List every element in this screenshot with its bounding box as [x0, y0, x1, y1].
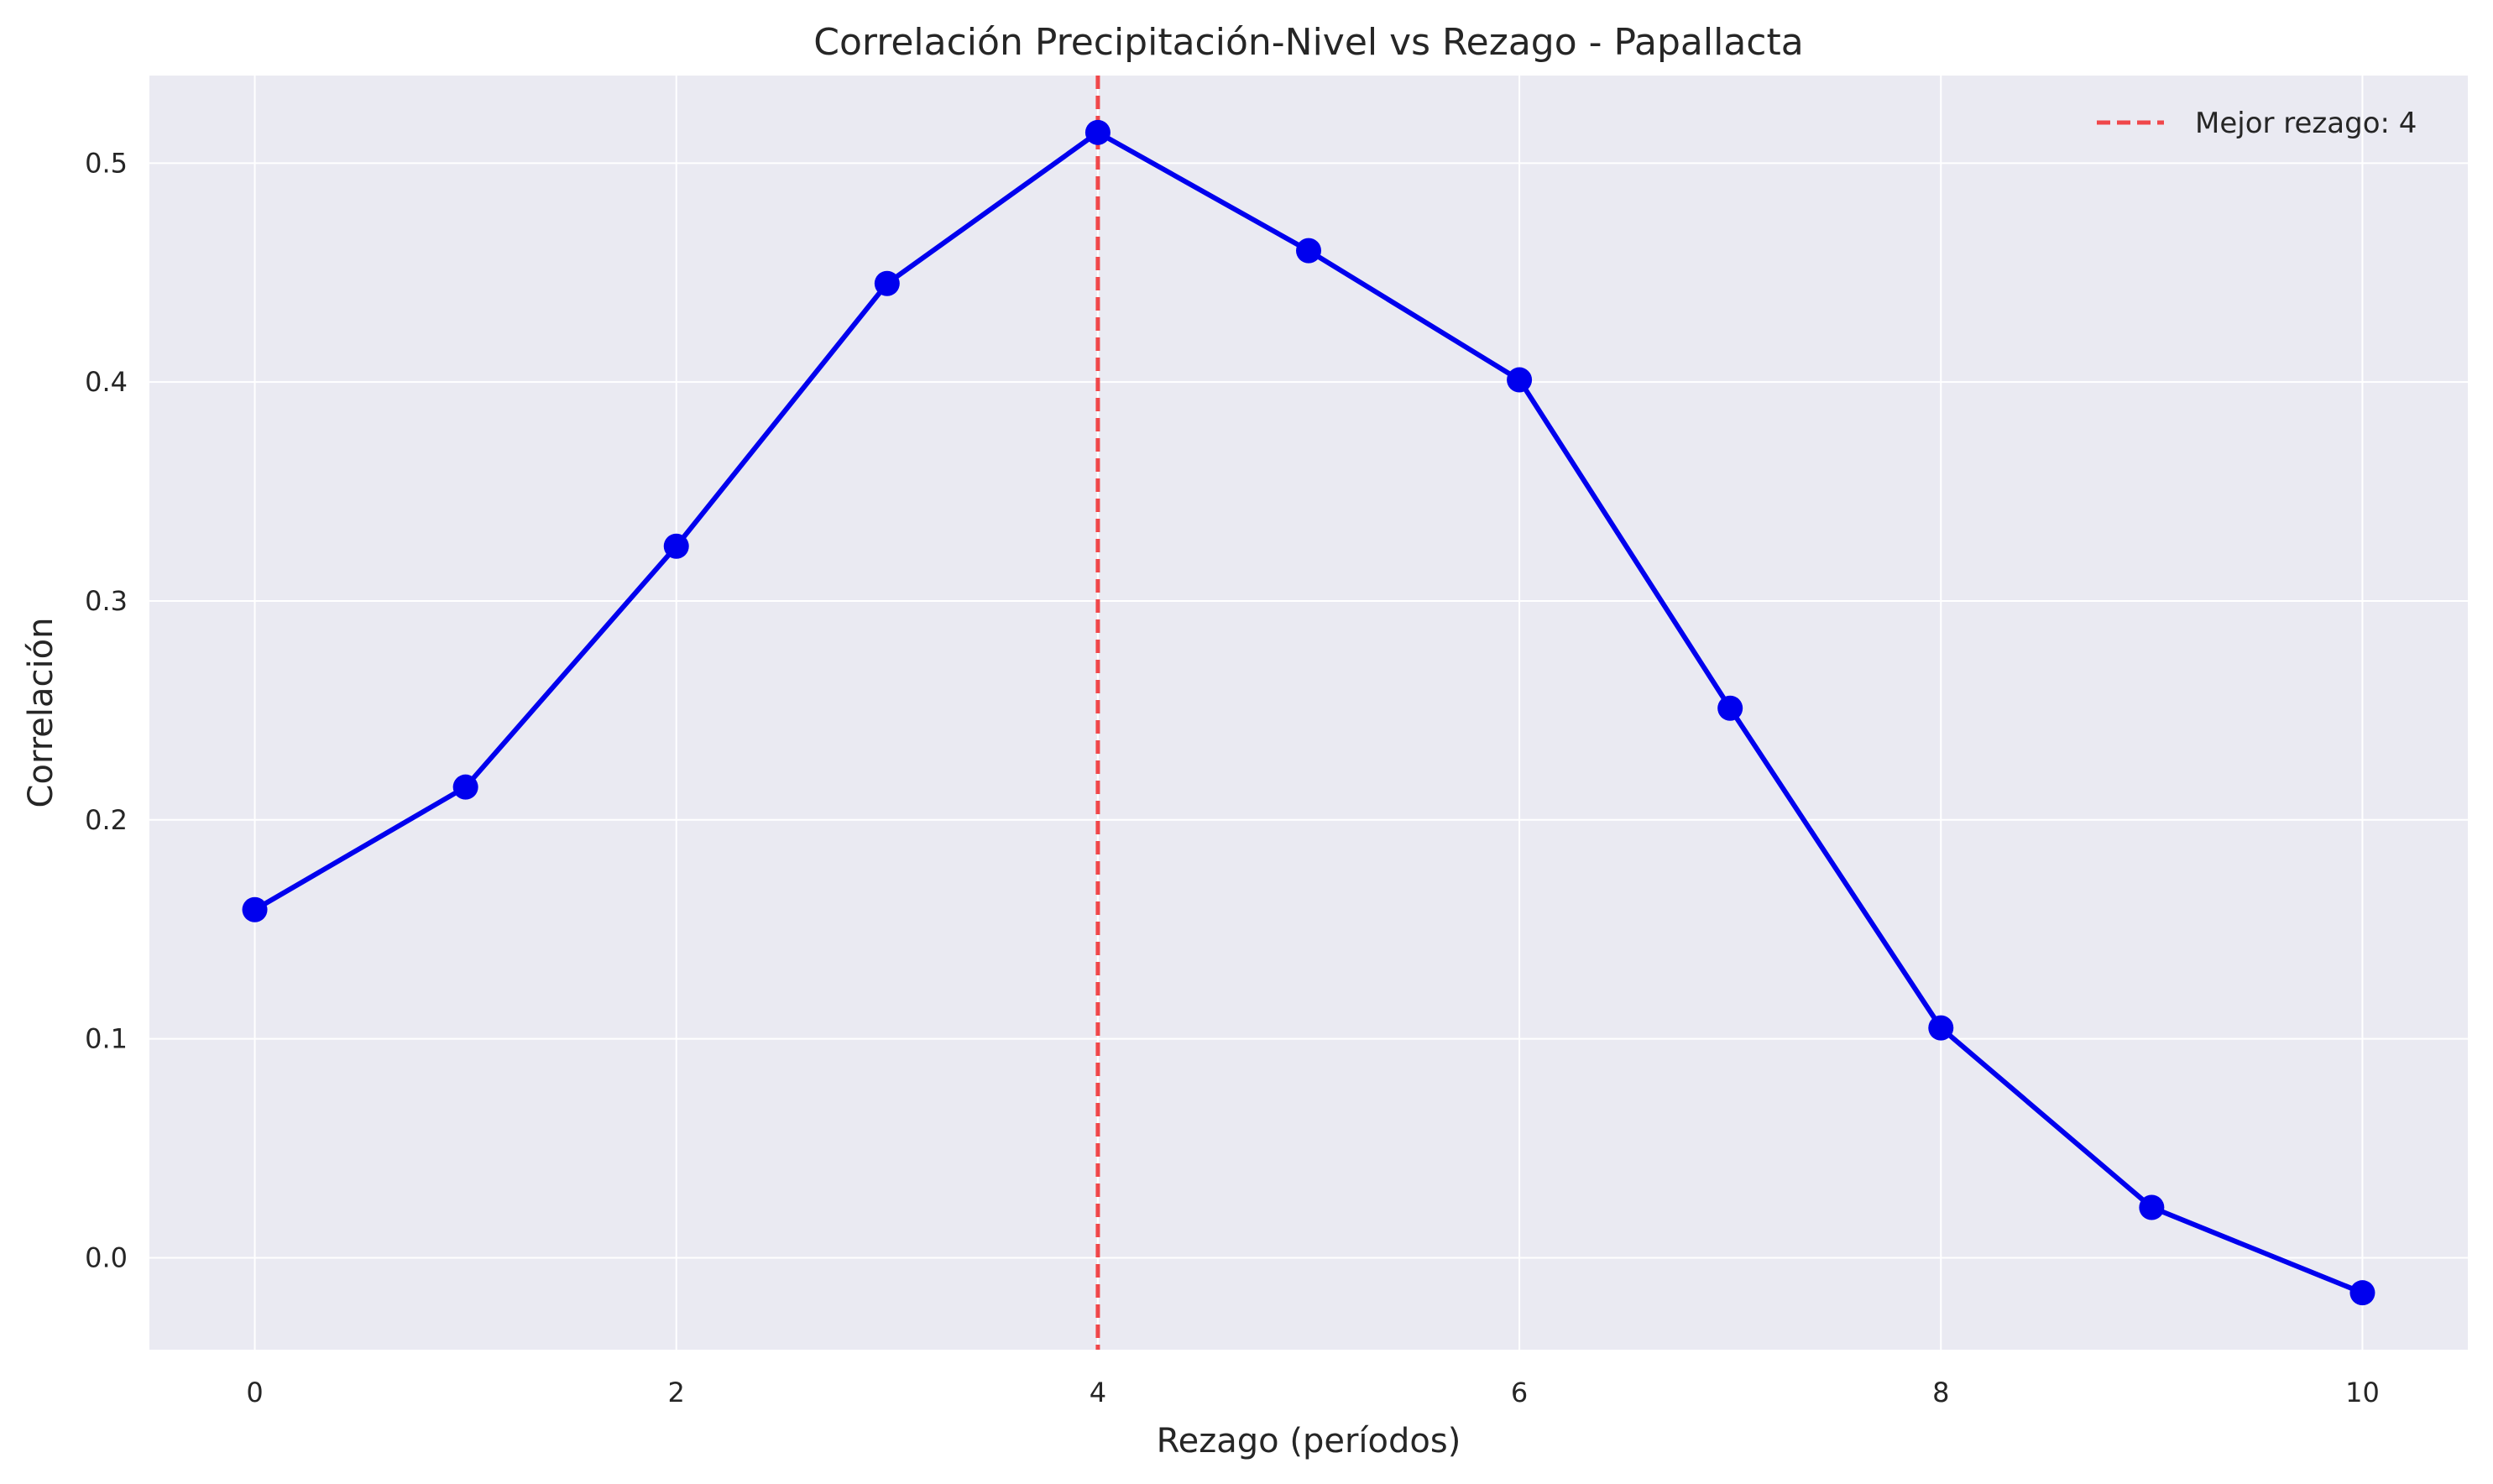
data-point-0 — [242, 896, 268, 922]
x-tick-label: 2 — [668, 1377, 685, 1408]
legend: Mejor rezago: 4 — [2097, 107, 2417, 140]
x-tick-label: 4 — [1090, 1377, 1106, 1408]
y-axis-label: Correlación — [22, 618, 60, 808]
chart-title: Correlación Precipitación-Nivel vs Rezag… — [813, 21, 1803, 64]
x-tick-label: 6 — [1511, 1377, 1528, 1408]
x-tick-label: 0 — [246, 1377, 263, 1408]
data-point-9 — [2139, 1194, 2165, 1220]
x-axis-label: Rezago (períodos) — [1157, 1422, 1461, 1460]
x-tick-label: 10 — [2345, 1377, 2380, 1408]
y-tick-labels: 0.0 0.1 0.2 0.3 0.4 0.5 — [85, 147, 128, 1273]
y-tick-label: 0.2 — [85, 804, 128, 836]
legend-label: Mejor rezago: 4 — [2195, 107, 2417, 140]
data-point-4 — [1084, 119, 1111, 145]
y-tick-label: 0.1 — [85, 1023, 128, 1055]
data-point-6 — [1507, 367, 1533, 393]
data-point-5 — [1296, 238, 1321, 264]
data-point-10 — [2349, 1280, 2375, 1306]
data-point-1 — [452, 774, 478, 800]
y-tick-label: 0.0 — [85, 1241, 128, 1273]
series-group — [242, 119, 2375, 1306]
data-point-2 — [663, 533, 689, 559]
y-tick-label: 0.5 — [85, 147, 128, 179]
plot-area — [149, 76, 2468, 1350]
data-point-8 — [1928, 1015, 1954, 1041]
x-tick-label: 8 — [1932, 1377, 1949, 1408]
x-tick-labels: 0 2 4 6 8 10 — [246, 1377, 2379, 1408]
y-tick-label: 0.3 — [85, 585, 128, 617]
y-tick-label: 0.4 — [85, 366, 128, 398]
data-point-7 — [1717, 695, 1743, 721]
data-point-3 — [874, 270, 900, 296]
